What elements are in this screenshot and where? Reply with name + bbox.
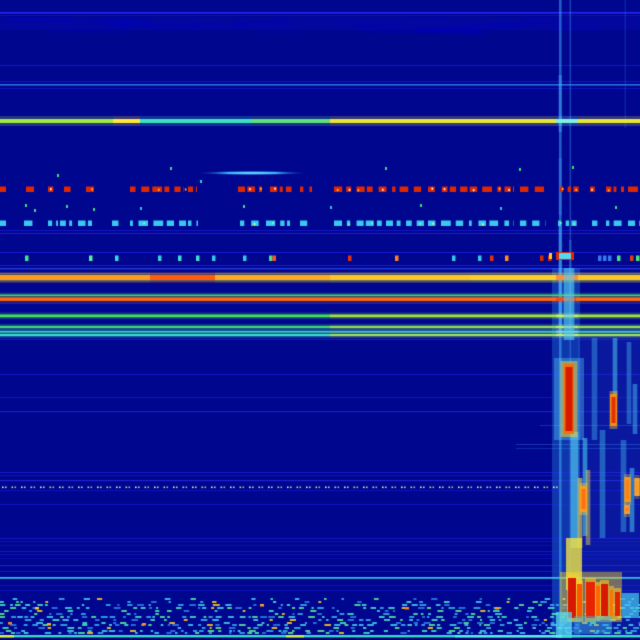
spectrogram-canvas [0,0,640,640]
spectrogram-view [0,0,640,640]
